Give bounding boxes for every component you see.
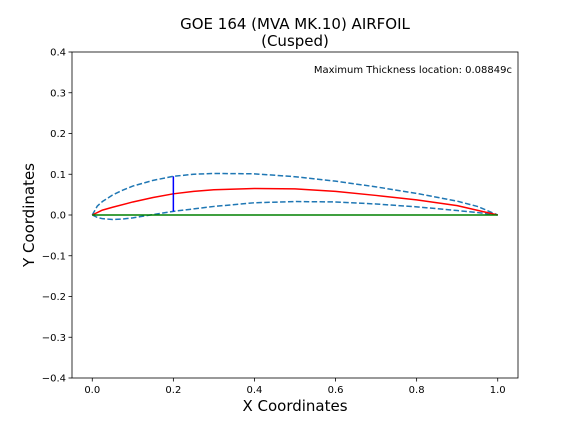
x-tick-label: 0.2 bbox=[165, 385, 181, 396]
y-tick-label: −0.3 bbox=[42, 333, 66, 344]
x-tick-label: 0.6 bbox=[328, 385, 344, 396]
y-axis-label: Y Coordinates bbox=[20, 163, 38, 268]
y-tick-label: 0.1 bbox=[50, 170, 66, 181]
x-axis-label: X Coordinates bbox=[242, 397, 347, 415]
chart-subtitle: (Cusped) bbox=[261, 32, 329, 50]
ticks-layer: 0.0 0.2 0.4 0.6 0.8 1.0 0.4 0.3 0.2 0.1 0.0 −0.1 −0.… bbox=[42, 48, 506, 397]
y-tick-label: −0.4 bbox=[42, 374, 66, 385]
x-tick-label: 0.4 bbox=[247, 385, 263, 396]
x-tick-label: 0.8 bbox=[409, 385, 425, 396]
y-tick-label: 0.0 bbox=[50, 211, 66, 222]
series-line-upper-surface bbox=[91, 172, 499, 216]
y-tick-label: −0.1 bbox=[42, 251, 66, 262]
series-line-lower-surface bbox=[91, 200, 498, 221]
plot-area-frame bbox=[71, 51, 519, 379]
y-tick-label: 0.2 bbox=[50, 129, 66, 140]
x-tick-label: 0.0 bbox=[84, 385, 100, 396]
x-tick-label: 1.0 bbox=[490, 385, 506, 396]
y-tick-label: 0.3 bbox=[50, 88, 66, 99]
series-line-mean-camber-line bbox=[91, 187, 498, 216]
y-tick-label: −0.2 bbox=[42, 292, 66, 303]
chart-title: GOE 164 (MVA MK.10) AIRFOIL bbox=[180, 15, 410, 33]
series-layer bbox=[91, 172, 499, 221]
max-thickness-annotation: Maximum Thickness location: 0.08849c bbox=[314, 65, 512, 76]
y-tick-label: 0.4 bbox=[50, 48, 66, 59]
